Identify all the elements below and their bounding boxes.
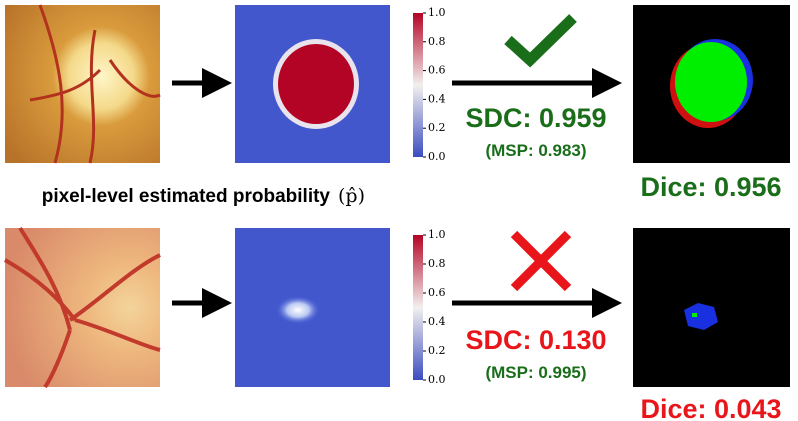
caption: pixel-level estimated probability	[42, 186, 331, 207]
sdc: SDC: 0.130	[465, 325, 606, 355]
dice: Dice: 0.043	[640, 394, 781, 421]
check-mark	[504, 14, 577, 68]
vessels	[29, 4, 161, 164]
seg-blue	[684, 303, 718, 330]
msp: (MSP: 0.983)	[485, 141, 586, 160]
fundus-image	[5, 228, 160, 387]
colorbar-tick-label: 0.4	[428, 315, 446, 328]
colorbar-tick-label: 0.2	[428, 121, 446, 134]
colorbar-tick-label: 0.6	[428, 64, 446, 77]
colorbar-tick-label: 0.0	[428, 373, 446, 386]
colorbar-tick-label: 0.8	[428, 257, 446, 270]
sdc: SDC: 0.959	[465, 103, 606, 133]
msp: (MSP: 0.995)	[485, 363, 586, 382]
seg-green	[692, 313, 697, 317]
colorbar-tick-label: 0.2	[428, 344, 446, 357]
colorbar-tick-label: 0.4	[428, 92, 446, 105]
colorbar	[413, 235, 423, 380]
colorbar-tick-label: 1.0	[428, 6, 446, 19]
prediction	[276, 296, 320, 324]
prediction	[278, 44, 354, 124]
colorbar-tick-label: 0.0	[428, 150, 446, 163]
colorbar-tick-label: 1.0	[428, 228, 446, 241]
colorbar	[413, 13, 423, 157]
vessels	[4, 226, 161, 389]
colorbar-tick-label: 0.8	[428, 35, 446, 48]
seg-green	[675, 42, 747, 122]
cross-mark	[510, 230, 572, 292]
colorbar-tick-label: 0.6	[428, 286, 446, 299]
caption-symbol: (p̂)	[338, 185, 365, 207]
dice: Dice: 0.956	[640, 172, 781, 202]
